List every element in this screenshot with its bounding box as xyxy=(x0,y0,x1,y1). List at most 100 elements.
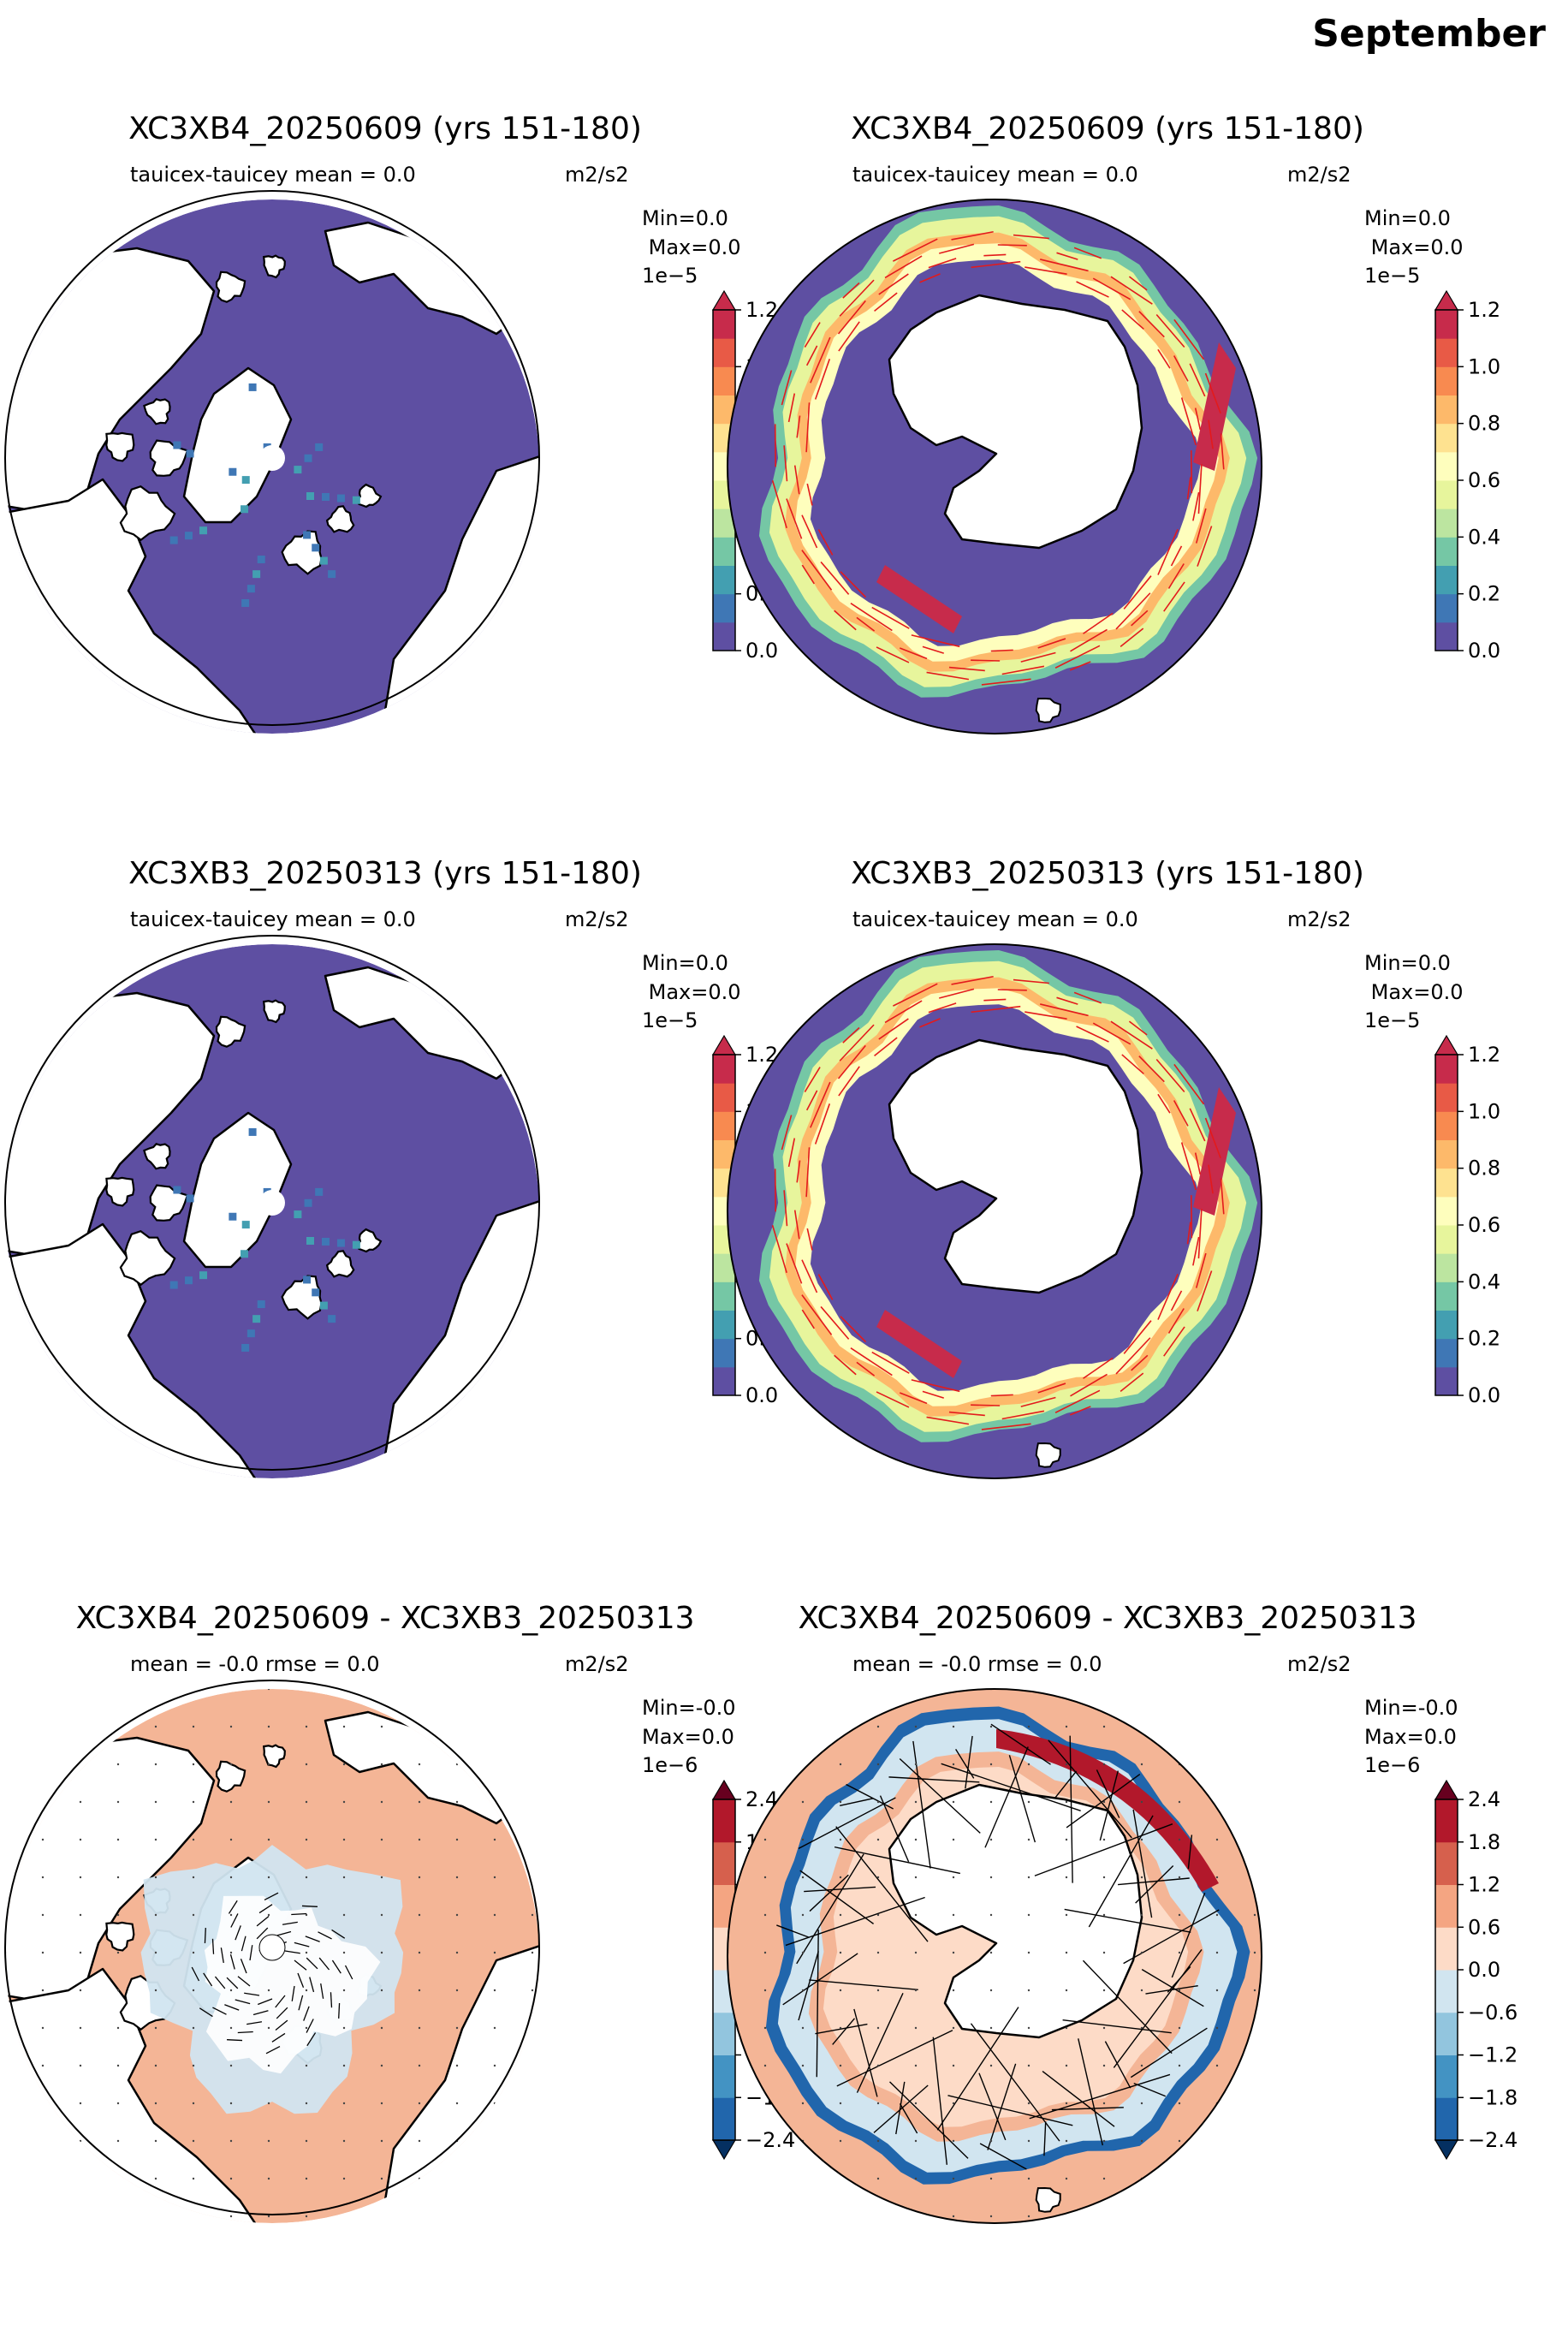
stress-vector xyxy=(1064,1908,1191,1933)
field-cell xyxy=(352,496,360,504)
grid-dot xyxy=(876,2026,880,2030)
grid-dot xyxy=(1178,1800,1181,1804)
grid-dot xyxy=(952,2026,955,2030)
min-label: Min=0.0 xyxy=(642,206,728,230)
colorbar-segment xyxy=(1435,1366,1458,1396)
stress-vector xyxy=(871,1351,910,1374)
field-cell xyxy=(252,570,261,579)
stress-vector xyxy=(801,1309,815,1329)
stress-vector xyxy=(284,1950,300,1954)
field-cell xyxy=(328,1315,336,1323)
stress-vector xyxy=(1197,526,1213,567)
stress-vector xyxy=(1078,2038,1104,2146)
ice-max-sector xyxy=(1193,1087,1236,1216)
polar-map xyxy=(4,1680,540,2223)
grid-dot xyxy=(229,2026,233,2030)
grid-dot xyxy=(154,2102,157,2105)
grid-dot xyxy=(229,1876,233,1879)
colorbar-tick-label: −1.2 xyxy=(1468,2043,1518,2067)
colorbar-tick-label: 1.2 xyxy=(1468,1873,1500,1897)
colorbar: 0.00.20.40.60.81.01.2 xyxy=(711,1034,778,1407)
antarctica xyxy=(888,294,1143,550)
field-cell xyxy=(328,570,336,579)
grid-dot xyxy=(763,2064,767,2067)
stress-vector xyxy=(834,610,857,631)
grid-dot xyxy=(914,2064,918,2067)
stress-vector xyxy=(256,1915,270,1927)
grid-dot xyxy=(1178,2102,1181,2105)
panel-antarctic-diff: XC3XB4_20250609 - XC3XB3_20250313 mean =… xyxy=(727,1601,1518,2337)
stress-vector xyxy=(275,2019,288,2031)
grid-dot xyxy=(5,2064,7,2067)
colorbar-tick-label: 0.2 xyxy=(1468,1327,1500,1351)
field-cell xyxy=(248,1127,257,1136)
grid-dot xyxy=(839,2102,842,2105)
colorbar-segment xyxy=(1435,1927,1458,1971)
grid-dot xyxy=(192,2177,195,2180)
stress-vector xyxy=(783,445,788,482)
grid-dot xyxy=(801,2064,805,2067)
grid-dot xyxy=(952,2064,955,2067)
grid-dot xyxy=(418,1913,421,1917)
map-boundary xyxy=(727,199,1262,734)
field-cell xyxy=(252,1315,261,1323)
stress-vector xyxy=(799,1870,874,1924)
field-cell xyxy=(304,454,312,462)
field-cell xyxy=(241,598,250,607)
grid-dot xyxy=(801,1876,805,1879)
grid-dot xyxy=(989,2215,993,2218)
grid-dot xyxy=(914,1989,918,1992)
island xyxy=(105,431,135,462)
grid-dot xyxy=(380,2139,383,2143)
grid-dot xyxy=(41,1876,45,1879)
stress-vector xyxy=(1123,1320,1152,1354)
stress-vector xyxy=(214,1976,226,1989)
grid-dot xyxy=(5,2177,7,2180)
grid-dot xyxy=(79,1951,82,1954)
stress-vector xyxy=(1043,2121,1047,2156)
stress-vector xyxy=(820,561,850,595)
stress-vector xyxy=(888,1776,980,1783)
panel-subtitle: tauicex-tauicey mean = 0.0 xyxy=(852,907,1138,931)
field-cell xyxy=(246,585,255,593)
stress-vector xyxy=(806,483,813,506)
grid-dot xyxy=(1065,1763,1068,1766)
stress-vector xyxy=(932,2037,948,2165)
stress-vector xyxy=(796,415,801,438)
grid-dot xyxy=(1140,1913,1143,1917)
grid-dot xyxy=(1140,1763,1143,1766)
stress-vector xyxy=(793,465,800,495)
field-cell xyxy=(169,536,178,544)
stress-vector xyxy=(1013,978,1049,984)
grid-dot xyxy=(342,2064,346,2067)
field-cell xyxy=(303,1276,312,1284)
stress-vector xyxy=(1170,1290,1183,1311)
stress-vector xyxy=(911,1379,960,1393)
stress-vector xyxy=(965,1735,973,1789)
field-cell xyxy=(315,443,324,451)
grid-dot xyxy=(192,1763,195,1766)
colorbar-tick-label: 0.0 xyxy=(745,639,778,663)
grid-dot xyxy=(342,2026,346,2030)
stress-vector xyxy=(1132,1809,1153,1918)
grid-dot xyxy=(192,2026,195,2030)
grid-dot xyxy=(229,1725,233,1728)
grid-dot xyxy=(116,2064,120,2067)
colorbar-segment xyxy=(1435,1799,1458,1843)
grid-dot xyxy=(5,2139,7,2143)
grid-dot xyxy=(801,1989,805,1992)
stress-vector xyxy=(1020,651,1056,663)
grid-dot xyxy=(1065,2102,1068,2105)
grid-dot xyxy=(380,1838,383,1841)
stress-vector xyxy=(899,1392,928,1405)
grid-dot xyxy=(1027,1876,1030,1879)
grid-dot xyxy=(229,1951,233,1954)
stress-vector xyxy=(839,279,875,317)
panel-antarctic-b4: XC3XB4_20250609 (yrs 151-180) tauicex-ta… xyxy=(727,111,1500,847)
grid-dot xyxy=(531,1989,534,1992)
colorbar-tick-label: 1.0 xyxy=(1468,354,1500,378)
grid-dot xyxy=(1065,1989,1068,1992)
stress-vector xyxy=(230,1913,239,1928)
min-max-label: Min=-0.0 Max=0.0 xyxy=(1364,1693,1458,1751)
grid-dot xyxy=(839,2026,842,2030)
